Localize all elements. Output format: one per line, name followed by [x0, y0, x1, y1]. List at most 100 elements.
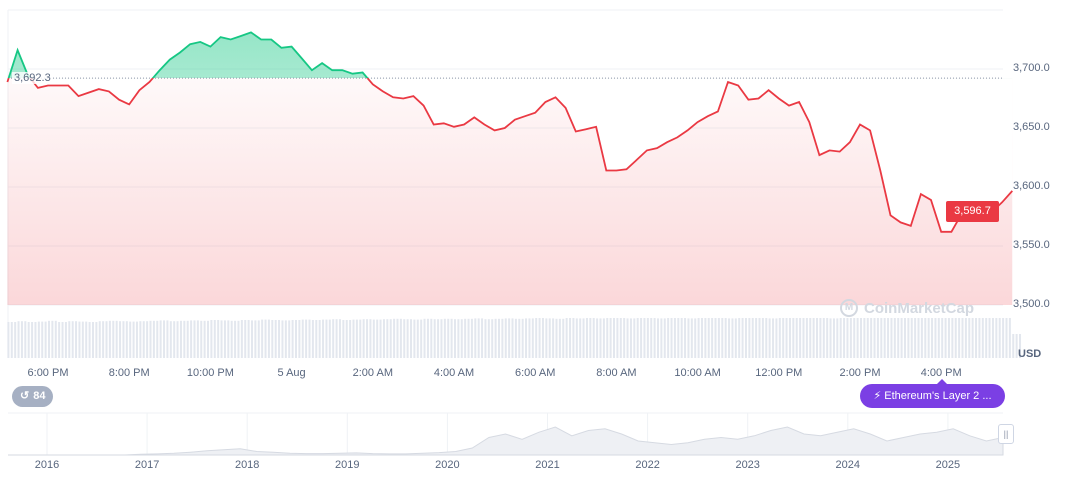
y-tick-label: 3,550.0 [1013, 239, 1050, 251]
x-tick-label: 8:00 AM [596, 367, 637, 379]
volume-bar [890, 318, 893, 358]
volume-bar [565, 318, 568, 358]
volume-bar [541, 318, 544, 358]
volume-bar [964, 318, 967, 358]
volume-bar [680, 318, 683, 358]
volume-bar [975, 318, 978, 358]
volume-bar [254, 320, 257, 358]
volume-bar [207, 320, 210, 358]
volume-bar [240, 320, 243, 358]
volume-bar [433, 319, 436, 358]
volume-bar [934, 318, 937, 358]
volume-bar [420, 319, 423, 358]
volume-bar [328, 319, 331, 358]
price-line-down [6, 78, 1013, 233]
volume-bar [707, 318, 710, 358]
volume-bar [223, 320, 226, 358]
volume-bar [359, 319, 362, 358]
navigator-year-label: 2018 [234, 459, 260, 471]
volume-bar [694, 318, 697, 358]
volume-bar [98, 321, 101, 358]
volume-bar [876, 318, 879, 358]
volume-bar [667, 318, 670, 358]
volume-bar [251, 320, 253, 358]
volume-bar [271, 320, 274, 358]
volume-bar [677, 318, 680, 358]
volume-bar [166, 320, 169, 358]
volume-bar [822, 318, 825, 358]
volume-bar [633, 318, 636, 358]
volume-bar [152, 320, 155, 358]
volume-bar [24, 321, 27, 358]
volume-bar [416, 319, 419, 358]
volume-bar [971, 318, 974, 358]
navigator-drag-handle[interactable]: || [998, 424, 1014, 444]
volume-bar [298, 320, 301, 358]
volume-bar [437, 319, 440, 358]
volume-bar [508, 318, 511, 358]
volume-bar [146, 321, 149, 358]
volume-bar [14, 322, 17, 358]
volume-bar [690, 318, 693, 358]
volume-bar [799, 318, 802, 358]
volume-bar [832, 318, 835, 358]
volume-bar [684, 318, 687, 358]
volume-bar [501, 318, 504, 358]
volume-bar [636, 318, 639, 358]
y-tick-label: 3,650.0 [1013, 121, 1050, 133]
x-tick-label: 2:00 PM [839, 367, 881, 379]
volume-bar [849, 318, 852, 358]
volume-bar [399, 318, 402, 358]
volume-bar [278, 320, 281, 358]
volume-bar [809, 318, 812, 358]
volume-bar [71, 321, 74, 358]
volume-bar [78, 321, 81, 358]
volume-bar [210, 320, 213, 358]
badge-count: 84 [33, 390, 46, 402]
news-event-pill[interactable]: ⚡︎ Ethereum's Layer 2 ... [860, 379, 1005, 408]
volume-bar [112, 320, 115, 358]
navigator-year-label: 2023 [735, 459, 760, 471]
volume-bar [163, 320, 166, 358]
volume-bar [125, 321, 128, 358]
volume-bar [511, 318, 514, 358]
volume-bar [75, 321, 78, 358]
volume-bar [179, 320, 182, 358]
volume-bar [1002, 318, 1005, 358]
navigator-year-label: 2021 [535, 459, 560, 471]
volume-bar [386, 319, 389, 358]
y-tick-label: 3,600.0 [1013, 180, 1050, 192]
volume-bar [119, 321, 122, 358]
volume-bar [91, 322, 94, 358]
volume-bar [968, 318, 971, 358]
volume-bar [200, 320, 203, 358]
volume-bar [731, 318, 734, 358]
volume-bar [880, 318, 883, 358]
volume-bar [85, 321, 88, 358]
volume-bar [44, 321, 47, 358]
history-icon: ↺ [20, 390, 30, 402]
history-badge[interactable]: ↺ 84 [12, 386, 54, 407]
volume-bar [1005, 318, 1008, 358]
volume-bar [318, 320, 321, 358]
volume-bar [10, 322, 13, 358]
volume-bar [457, 319, 460, 358]
volume-bar [288, 320, 291, 358]
volume-bar [474, 318, 477, 358]
volume-bar [156, 320, 159, 358]
volume-bar [142, 321, 145, 358]
volume-bar [724, 318, 727, 358]
volume-bar [721, 318, 724, 358]
volume-bar [562, 318, 565, 358]
volume-bar [585, 318, 588, 358]
volume-bar [521, 318, 524, 358]
volume-bar [640, 318, 643, 358]
volume-bar [406, 319, 409, 358]
volume-bar [958, 318, 961, 358]
volume-bar [105, 321, 108, 358]
volume-bar [115, 320, 118, 358]
volume-bar [102, 321, 105, 358]
volume-bar [528, 318, 531, 358]
volume-bar [761, 318, 764, 358]
